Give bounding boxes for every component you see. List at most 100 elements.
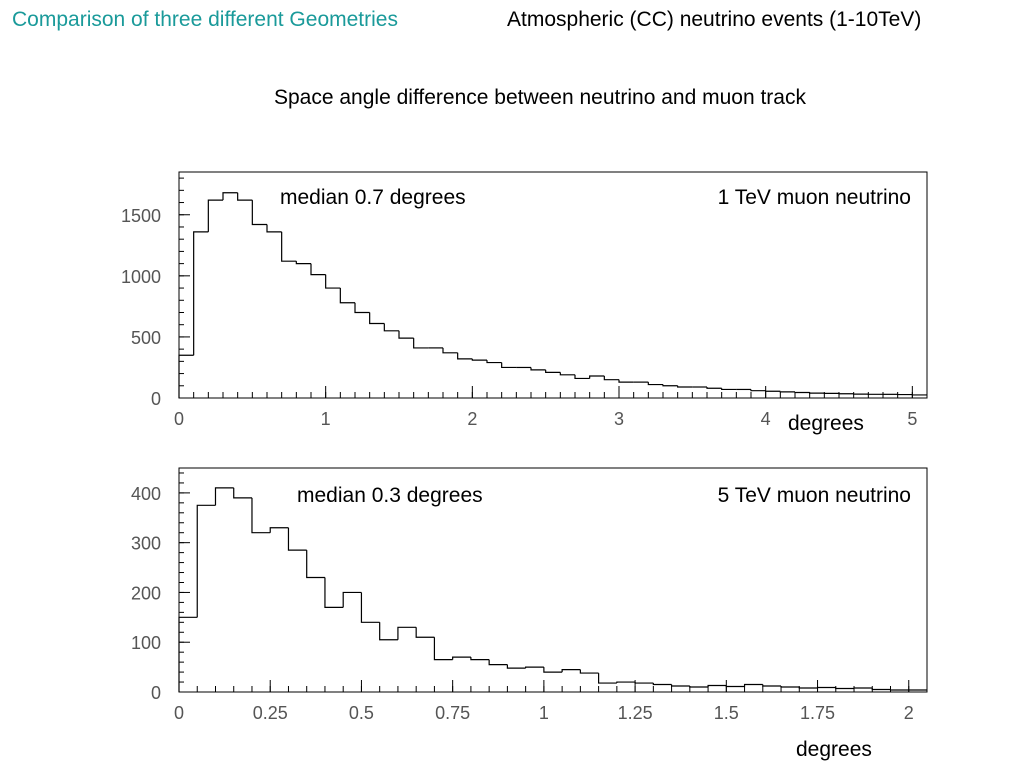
histogram-bin-1tev (706, 387, 722, 389)
histogram-bin-5tev (360, 592, 380, 623)
histogram-bin-1tev (251, 200, 267, 226)
y-tick-label-1tev: 1500 (121, 206, 161, 226)
histogram-bin-1tev (545, 369, 561, 373)
histogram-bin-1tev (457, 352, 473, 360)
histogram-bin-5tev (379, 622, 398, 641)
histogram-bin-5tev (561, 669, 581, 673)
histogram-bin-1tev (501, 362, 517, 369)
histogram-bin-5tev (251, 497, 271, 534)
histogram-bin-5tev (287, 527, 307, 551)
histogram-bin-1tev (369, 312, 385, 325)
y-tick-label-5tev: 200 (131, 583, 161, 603)
histogram-bin-5tev (762, 684, 782, 687)
histogram-bin-1tev (354, 302, 370, 314)
histogram-bin-5tev (178, 616, 198, 692)
histogram-bin-5tev (506, 664, 526, 669)
x-tick-label-5tev: 1.5 (714, 703, 739, 723)
histogram-bin-1tev (178, 354, 194, 398)
histogram-bin-5tev (470, 657, 490, 661)
histogram-bin-1tev (662, 384, 678, 387)
histogram-bin-5tev (214, 487, 234, 506)
histogram-bin-1tev (237, 192, 253, 201)
x-tick-label-1tev: 2 (467, 409, 477, 429)
x-tick-label-5tev: 0.75 (435, 703, 470, 723)
histogram-bin-1tev (310, 263, 326, 276)
x-axis-label-5tev: degrees (796, 738, 872, 761)
histogram-bin-1tev (603, 376, 619, 381)
histogram-bin-5tev (415, 627, 435, 638)
histogram-bin-1tev (765, 390, 781, 392)
histogram-bin-1tev (222, 192, 238, 201)
histogram-bin-5tev (652, 683, 672, 686)
x-tick-label-5tev: 0.25 (253, 703, 288, 723)
histogram-bin-1tev (589, 375, 605, 379)
histogram-bin-1tev (295, 261, 311, 265)
x-tick-label-1tev: 1 (321, 409, 331, 429)
histogram-bin-1tev (398, 330, 414, 339)
histogram-bin-1tev (193, 231, 209, 356)
histogram-bin-1tev (559, 372, 575, 376)
histogram-bin-1tev (325, 274, 341, 289)
x-axis-label-1tev: degrees (788, 412, 864, 435)
energy-label-5tev: 5 TeV muon neutrino (718, 484, 911, 507)
histogram-bin-5tev (616, 681, 636, 684)
median-label-1tev: median 0.7 degrees (280, 186, 466, 209)
histogram-5tev: median 0.3 degrees 5 TeV muon neutrino d… (131, 467, 928, 761)
histogram-bin-1tev (530, 367, 546, 371)
histogram-bin-5tev (543, 667, 563, 673)
histogram-bin-5tev (598, 673, 617, 684)
histogram-bin-1tev (207, 199, 223, 232)
slide-subtitle: Atmospheric (CC) neutrino events (1-10Te… (507, 8, 922, 31)
histogram-bin-1tev (677, 385, 693, 388)
slide-title: Comparison of three different Geometries (12, 8, 398, 31)
histogram-bin-1tev (383, 323, 399, 332)
histogram-bin-5tev (397, 626, 417, 640)
histogram-bin-1tev (281, 231, 297, 262)
histogram-bin-5tev (269, 527, 289, 533)
histogram-bin-5tev (743, 683, 763, 687)
histogram-bin-5tev (196, 504, 216, 618)
histogram-bin-1tev (647, 382, 663, 386)
x-tick-label-1tev: 5 (907, 409, 917, 429)
histogram-bin-5tev (689, 686, 709, 688)
x-tick-label-1tev: 0 (174, 409, 184, 429)
y-tick-label-1tev: 0 (151, 389, 161, 409)
histogram-bin-5tev (525, 666, 544, 669)
y-tick-label-5tev: 300 (131, 534, 161, 554)
x-tick-label-5tev: 0.5 (349, 703, 374, 723)
histogram-bin-5tev (634, 682, 654, 684)
histogram-bin-1tev (750, 389, 766, 392)
x-tick-label-1tev: 4 (761, 409, 771, 429)
histogram-bin-5tev (871, 688, 891, 691)
y-tick-label-5tev: 100 (131, 633, 161, 653)
chart-heading: Space angle difference between neutrino … (274, 86, 806, 109)
histogram-bin-5tev (306, 550, 325, 579)
histogram-bin-1tev (721, 388, 737, 391)
histogram-bin-1tev (618, 379, 634, 383)
histogram-bin-1tev (266, 224, 282, 233)
histogram-bin-1tev (339, 288, 355, 304)
x-tick-label-5tev: 1.25 (618, 703, 653, 723)
histogram-bin-5tev (342, 591, 362, 608)
histogram-bin-1tev (809, 392, 825, 394)
histogram-bin-5tev (798, 687, 818, 689)
x-tick-label-5tev: 1.75 (800, 703, 835, 723)
histogram-bin-5tev (835, 687, 855, 690)
x-tick-label-5tev: 0 (174, 703, 184, 723)
x-tick-label-5tev: 2 (904, 703, 914, 723)
histogram-bin-1tev (442, 347, 458, 354)
y-tick-label-5tev: 400 (131, 484, 161, 504)
histogram-bin-5tev (725, 685, 745, 688)
histogram-bin-1tev (794, 391, 810, 394)
histogram-bin-5tev (233, 487, 252, 499)
histogram-bin-1tev (574, 374, 590, 380)
histogram-1tev: median 0.7 degrees 1 TeV muon neutrino d… (121, 171, 928, 435)
histogram-bin-1tev (486, 360, 502, 364)
histogram-bin-5tev (433, 637, 453, 661)
histogram-bin-1tev (779, 391, 795, 393)
histogram-bin-1tev (471, 358, 487, 361)
histogram-bin-5tev (579, 669, 599, 674)
energy-label-1tev: 1 TeV muon neutrino (718, 186, 911, 209)
y-tick-label-1tev: 1000 (121, 267, 161, 287)
